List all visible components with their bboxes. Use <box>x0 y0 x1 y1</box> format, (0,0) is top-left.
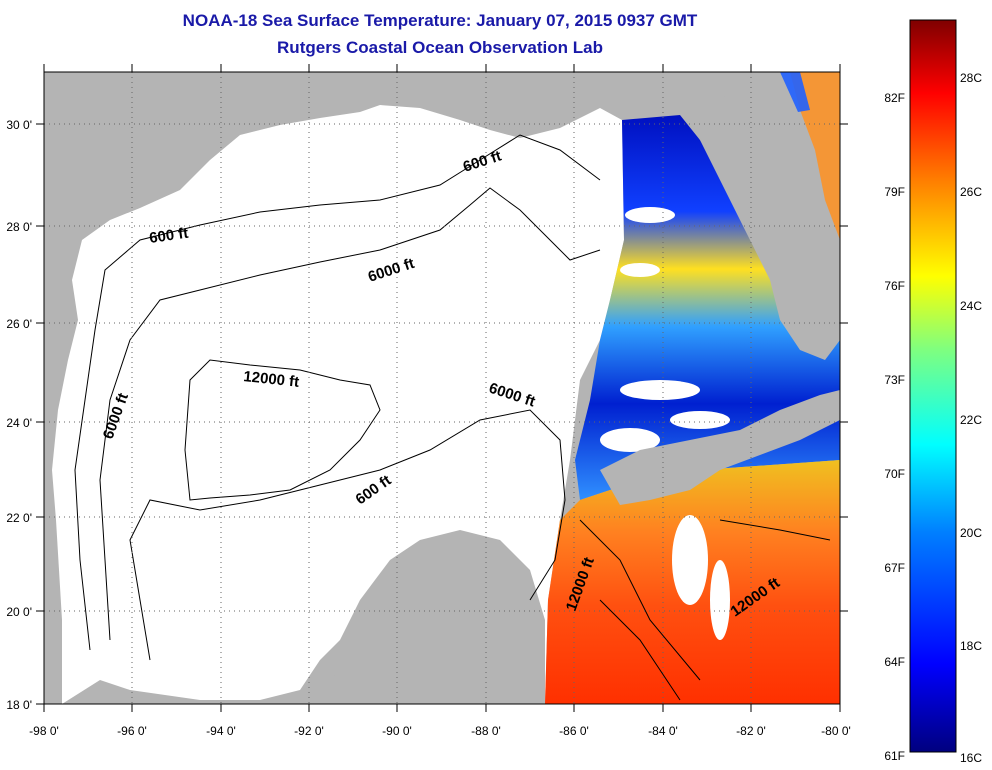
map-title: NOAA-18 Sea Surface Temperature: January… <box>182 11 698 30</box>
lon-tick-labels: -98 0' -96 0' -94 0' -92 0' -90 0' -88 0… <box>29 724 851 738</box>
colorbar-label-c: 20C <box>960 526 982 540</box>
lat-tick: 22 0' <box>6 511 32 525</box>
yucatan-land <box>330 530 545 704</box>
colorbar-label-f: 64F <box>884 655 905 669</box>
lon-tick: -86 0' <box>559 724 589 738</box>
graticule <box>44 72 840 704</box>
lat-tick: 26 0' <box>6 317 32 331</box>
cloud-patches <box>600 207 730 640</box>
lon-tick: -80 0' <box>821 724 851 738</box>
lon-tick: -84 0' <box>648 724 678 738</box>
colorbar-celsius-labels: 28C 26C 24C 22C 20C 18C 16C <box>960 71 982 765</box>
colorbar-label-f: 73F <box>884 373 905 387</box>
map-subtitle: Rutgers Coastal Ocean Observation Lab <box>277 38 603 57</box>
plot-frame <box>43 71 841 705</box>
colorbar-fahrenheit-labels: 82F 79F 76F 73F 70F 67F 64F 61F <box>884 91 905 763</box>
lat-tick: 20 0' <box>6 605 32 619</box>
colorbar-label-f: 70F <box>884 467 905 481</box>
colorbar-label-f: 76F <box>884 279 905 293</box>
lat-tick: 28 0' <box>6 220 32 234</box>
florida-land <box>690 72 840 360</box>
colorbar-label-f: 67F <box>884 561 905 575</box>
depth-contours <box>74 134 831 701</box>
lat-tick-labels: 18 0' 20 0' 22 0' 24 0' 26 0' 28 0' 30 0… <box>6 118 32 712</box>
colorbar-label-c: 22C <box>960 413 982 427</box>
colorbar-label-f: 82F <box>884 91 905 105</box>
colorbar-label-c: 28C <box>960 71 982 85</box>
colorbar-label-c: 24C <box>960 299 982 313</box>
colorbar-label-f: 79F <box>884 185 905 199</box>
lat-tick: 30 0' <box>6 118 32 132</box>
lon-tick: -96 0' <box>117 724 147 738</box>
cuba-land <box>600 390 840 505</box>
lon-tick: -94 0' <box>206 724 236 738</box>
lon-tick: -92 0' <box>294 724 324 738</box>
lon-tick: -90 0' <box>382 724 412 738</box>
contour-label-600-west: 600 ft <box>148 225 189 247</box>
colorbar-label-c: 18C <box>960 639 982 653</box>
lon-tick: -98 0' <box>29 724 59 738</box>
colorbar-label-f: 61F <box>884 749 905 763</box>
sst-atlantic-strip <box>790 72 840 240</box>
lat-tick: 24 0' <box>6 416 32 430</box>
colorbar <box>909 19 957 753</box>
frame-ticks <box>36 64 848 712</box>
lat-tick: 18 0' <box>6 698 32 712</box>
colorbar-label-c: 16C <box>960 751 982 765</box>
lon-tick: -88 0' <box>471 724 501 738</box>
colorbar-label-c: 26C <box>960 185 982 199</box>
lon-tick: -82 0' <box>736 724 766 738</box>
contour-label-12000-center: 12000 ft <box>243 368 300 391</box>
